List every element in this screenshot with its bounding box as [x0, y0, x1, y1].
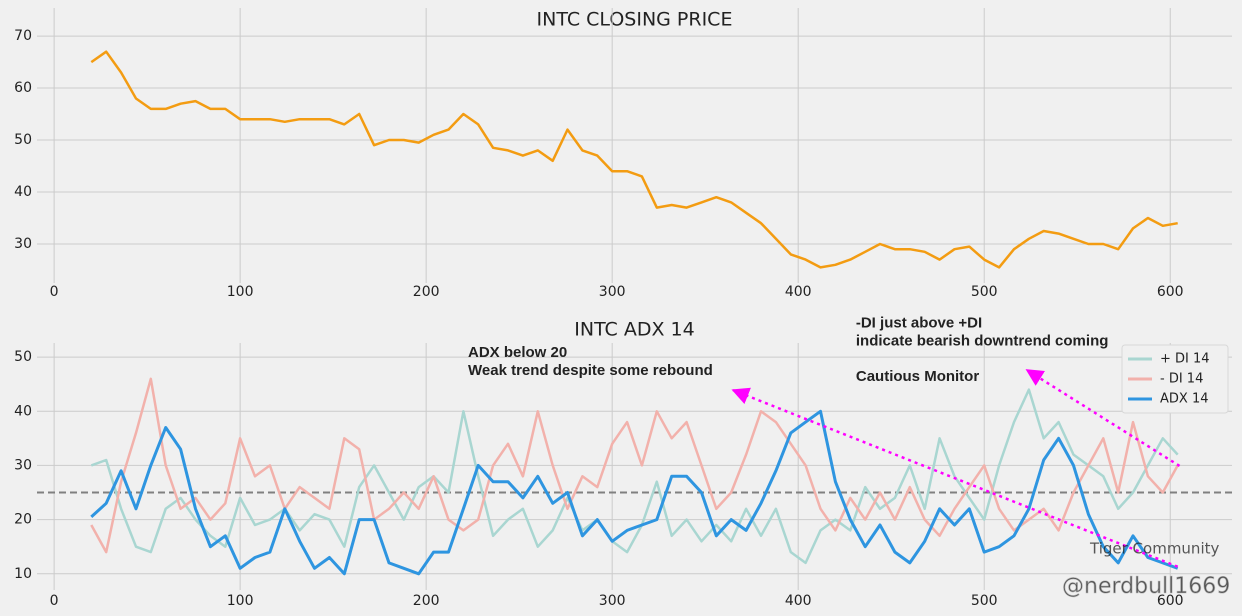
y-tick-label: 10 — [14, 566, 32, 582]
y-tick-label: 50 — [14, 132, 32, 148]
y-tick-label: 40 — [14, 403, 32, 419]
x-tick-label: 300 — [599, 284, 626, 300]
annotation-arrow — [731, 387, 1179, 568]
x-tick-label: 0 — [50, 593, 59, 609]
annotation-text: ADX below 20 — [468, 344, 567, 361]
annotation-text: Weak trend despite some rebound — [468, 362, 713, 379]
x-tick-label: 500 — [971, 284, 998, 300]
annotation-text: -DI just above +DI — [856, 314, 982, 331]
x-tick-label: 500 — [971, 593, 998, 609]
y-tick-label: 60 — [14, 80, 32, 96]
y-tick-label: 50 — [14, 349, 32, 365]
legend-box — [1121, 344, 1229, 414]
y-tick-label: 30 — [14, 457, 32, 473]
watermark: @nerdbull1669 — [1062, 574, 1230, 599]
annotation-text: indicate bearish downtrend coming — [856, 332, 1109, 349]
x-tick-label: 600 — [1157, 284, 1184, 300]
x-tick-label: 100 — [227, 284, 254, 300]
series-line — [90, 388, 1179, 565]
annotation-arrow — [1025, 369, 1181, 468]
chart-title: INTC CLOSING PRICE — [537, 9, 733, 31]
x-tick-label: 400 — [785, 284, 812, 300]
x-tick-label: 100 — [227, 593, 254, 609]
y-tick-label: 20 — [14, 512, 32, 528]
legend-label: + DI 14 — [1160, 352, 1210, 367]
x-tick-label: 400 — [785, 593, 812, 609]
series-line — [90, 377, 1179, 554]
x-tick-label: 200 — [413, 284, 440, 300]
x-tick-label: 600 — [1157, 593, 1184, 609]
x-tick-label: 0 — [50, 284, 59, 300]
legend-label: ADX 14 — [1160, 392, 1208, 407]
x-tick-label: 300 — [599, 593, 626, 609]
y-tick-label: 30 — [14, 236, 32, 252]
x-tick-label: 200 — [413, 593, 440, 609]
y-tick-label: 70 — [14, 28, 32, 44]
y-tick-label: 40 — [14, 184, 32, 200]
annotation-text: Cautious Monitor — [856, 368, 979, 385]
series-line — [90, 409, 1179, 576]
legend-label: - DI 14 — [1160, 372, 1203, 387]
chart-title: INTC ADX 14 — [574, 319, 694, 341]
series-line — [90, 50, 1178, 269]
watermark: Tiger Community — [1089, 540, 1219, 558]
